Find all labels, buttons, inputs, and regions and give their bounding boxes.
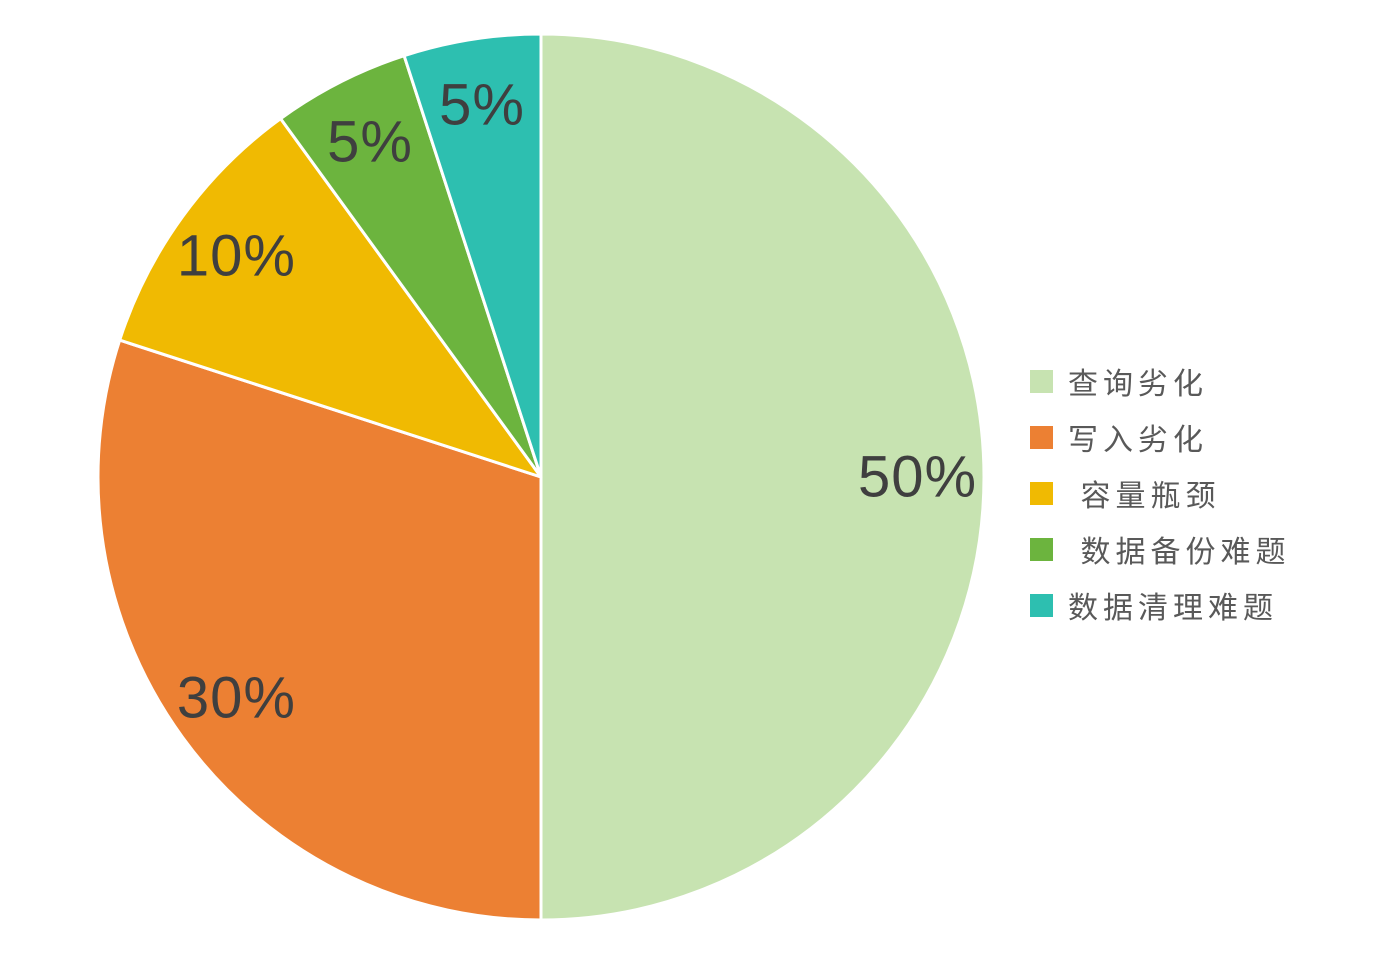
legend-swatch-capacity-bottleneck — [1030, 481, 1053, 505]
legend-item-query-degradation: 查询劣化 — [1030, 353, 1291, 409]
legend-swatch-data-backup-difficulty — [1030, 537, 1053, 561]
legend-item-write-degradation: 写入劣化 — [1030, 409, 1291, 465]
pie-slices — [96, 32, 986, 922]
legend-swatch-data-cleanup-difficulty — [1030, 593, 1053, 617]
legend-swatch-write-degradation — [1030, 425, 1053, 449]
legend-label-data-backup-difficulty: 数据备份难题 — [1068, 536, 1291, 569]
legend-label-data-cleanup-difficulty: 数据清理难题 — [1068, 592, 1278, 625]
legend-item-capacity-bottleneck: 容量瓶颈 — [1030, 465, 1291, 521]
pie-slice-data-cleanup-difficulty — [402, 32, 543, 479]
legend-swatch-query-degradation — [1030, 369, 1053, 393]
legend-label-capacity-bottleneck: 容量瓶颈 — [1068, 480, 1221, 513]
pie-slice-capacity-bottleneck — [118, 117, 543, 479]
legend-item-data-backup-difficulty: 数据备份难题 — [1030, 521, 1291, 577]
legend-item-data-cleanup-difficulty: 数据清理难题 — [1030, 577, 1291, 633]
legend-label-write-degradation: 写入劣化 — [1068, 424, 1208, 457]
legend: 查询劣化 写入劣化 容量瓶颈 数据备份难题 数据清理难题 — [1030, 353, 1291, 633]
legend-label-query-degradation: 查询劣化 — [1068, 368, 1208, 401]
pie-slice-query-degradation — [539, 32, 986, 922]
pie-slice-write-degradation — [96, 338, 543, 922]
